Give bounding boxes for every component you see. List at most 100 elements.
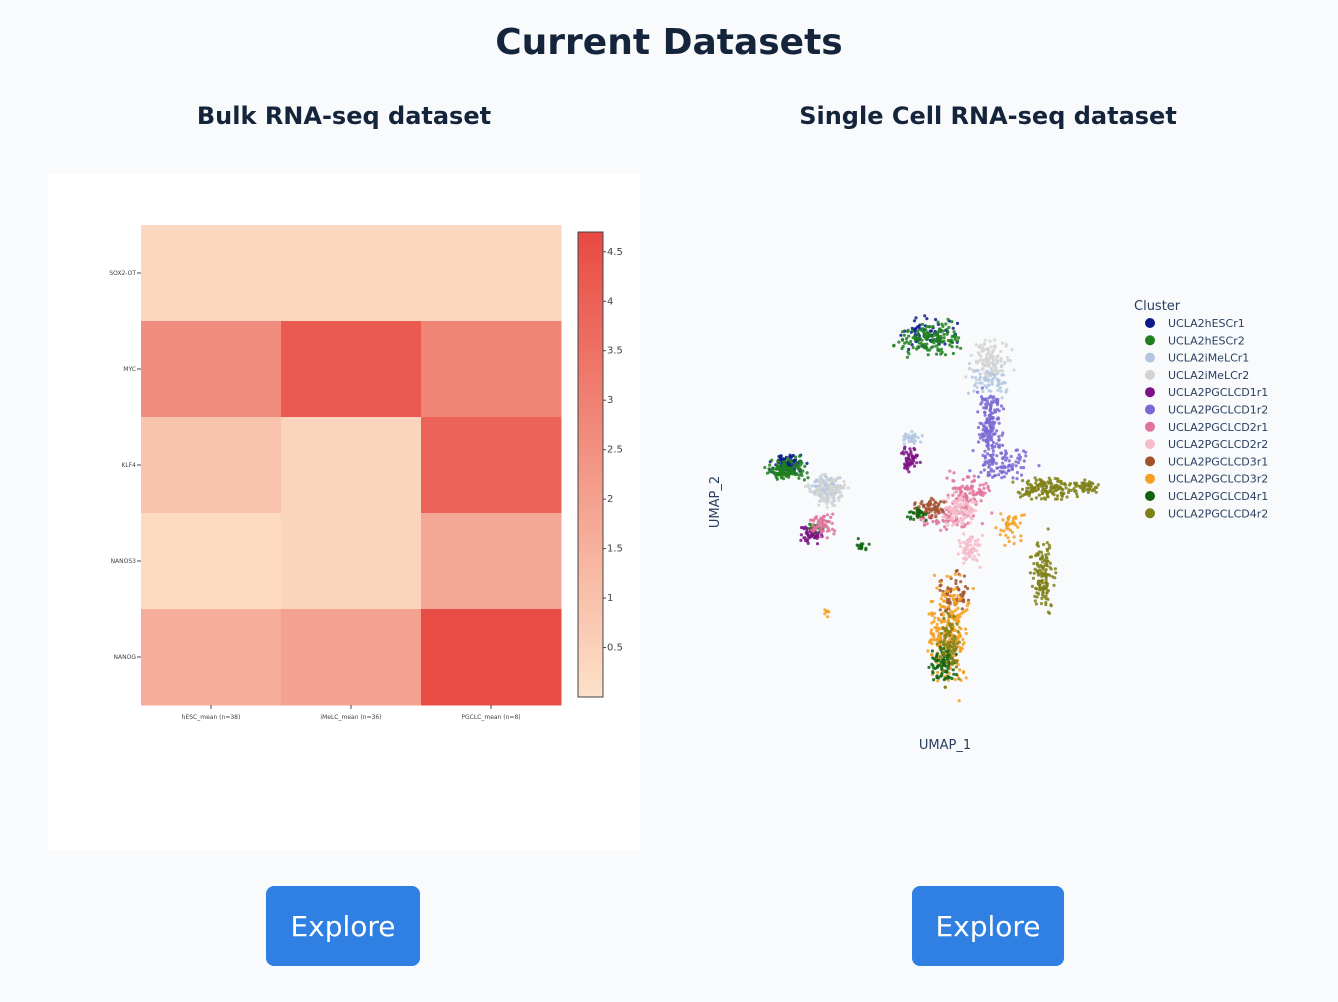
scatter-point [942,336,946,340]
legend-label[interactable]: UCLA2PGCLCD3r2 [1168,473,1268,486]
scatter-point [997,445,1001,449]
scatter-point [977,553,981,557]
legend-label[interactable]: UCLA2PGCLCD4r2 [1168,507,1268,520]
scatter-point [917,324,921,329]
heatmap-cell[interactable] [281,609,422,706]
scatter-point [908,517,912,521]
single-cell-section-title: Single Cell RNA-seq dataset [799,102,1177,130]
scatter-point [971,586,975,591]
scatter-point [911,346,915,350]
scatter-point [798,454,802,458]
explore-bulk-button[interactable]: Explore [266,886,420,966]
scatter-point [988,339,992,343]
legend-marker[interactable] [1145,456,1155,467]
scatter-point [1046,495,1050,499]
umap-panel[interactable]: UMAP_1 UMAP_2 Cluster UCLA2hESCr1 UCLA2hE… [672,174,1292,850]
legend-marker[interactable] [1145,473,1155,484]
scatter-point [803,536,807,540]
scatter-point [944,322,948,326]
scatter-point [897,340,901,344]
legend-label[interactable]: UCLA2iMeLCr2 [1168,369,1249,382]
scatter-point [964,558,968,562]
scatter-point [1045,556,1049,560]
scatter-point [905,355,909,359]
legend-label[interactable]: UCLA2PGCLCD4r1 [1168,490,1268,503]
scatter-point [939,648,943,652]
legend-label[interactable]: UCLA2PGCLCD3r1 [1168,455,1268,468]
scatter-point [1007,539,1011,544]
explore-single-cell-button[interactable]: Explore [912,886,1064,966]
scatter-point [994,526,998,530]
scatter-point [945,332,949,336]
scatter-point [1044,601,1048,605]
scatter-point [996,388,1000,392]
scatter-point [964,515,968,519]
heatmap-cell[interactable] [421,321,562,418]
scatter-point [995,361,1000,365]
heatmap-cell[interactable] [421,609,562,706]
legend-marker[interactable] [1145,387,1155,398]
scatter-point [1036,570,1040,574]
scatter-point [910,343,914,347]
legend-marker[interactable] [1145,439,1155,450]
scatter-point [954,645,959,650]
scatter-point [991,411,995,415]
scatter-point [1066,490,1071,495]
heatmap-cell[interactable] [421,225,562,322]
scatter-point [931,498,935,502]
scatter-point [1054,497,1058,501]
legend-label[interactable]: UCLA2PGCLCD1r2 [1168,404,1268,417]
scatter-point [980,533,984,537]
heatmap-cell[interactable] [141,609,282,706]
scatter-point [948,343,952,347]
scatter-point [808,535,813,539]
heatmap-chart[interactable]: SOX2-OT MYC KLF4 NANOS3 NANOG hESC_mean (n=3… [48,174,640,850]
legend-label[interactable]: UCLA2iMeLCr1 [1168,352,1249,365]
legend-marker[interactable] [1145,318,1155,328]
scatter-point [972,474,976,478]
scatter-point [788,455,792,459]
heatmap-cell[interactable] [141,417,282,514]
umap-scatter-chart[interactable]: UMAP_1 UMAP_2 Cluster UCLA2hESCr1 UCLA2hE… [672,174,1292,850]
scatter-point [963,551,968,555]
scatter-point [954,665,958,669]
legend-label[interactable]: UCLA2PGCLCD1r1 [1168,386,1268,399]
heatmap-cell[interactable] [421,417,562,514]
legend-label[interactable]: UCLA2hESCr2 [1168,334,1245,347]
scatter-point [991,460,995,464]
legend-label[interactable]: UCLA2hESCr1 [1168,317,1245,330]
scatter-point [979,493,983,497]
legend-marker[interactable] [1145,491,1155,501]
scatter-point [970,484,975,488]
legend-label[interactable]: UCLA2PGCLCD2r2 [1168,438,1268,451]
heatmap-cell[interactable] [281,225,422,322]
bulk-heatmap-panel[interactable]: SOX2-OT MYC KLF4 NANOS3 NANOG hESC_mean (n=3… [48,174,640,850]
scatter-point [937,511,941,515]
scatter-point [976,425,981,430]
scatter-point [954,581,958,586]
legend-marker[interactable] [1145,508,1155,519]
legend-marker[interactable] [1145,421,1155,432]
scatter-point [794,455,798,459]
heatmap-cell[interactable] [141,225,282,322]
legend-marker[interactable] [1145,335,1155,346]
scatter-point [1030,497,1034,501]
heatmap-cell[interactable] [281,321,422,418]
scatter-point [1012,542,1016,546]
scatter-point [819,527,823,531]
scatter-point [928,325,932,329]
heatmap-cell[interactable] [281,417,422,514]
scatter-point [920,322,925,326]
scatter-point [948,637,952,641]
legend-marker[interactable] [1145,404,1155,415]
heatmap-cell[interactable] [141,321,282,418]
legend-marker[interactable] [1145,352,1155,363]
scatter-point [939,352,943,356]
legend-label[interactable]: UCLA2PGCLCD2r1 [1168,421,1268,434]
heatmap-cell[interactable] [421,513,562,610]
heatmap-cell[interactable] [281,513,422,610]
legend-marker[interactable] [1145,369,1155,380]
heatmap-cell[interactable] [141,513,282,610]
scatter-point [990,368,994,372]
scatter-point [965,544,969,548]
